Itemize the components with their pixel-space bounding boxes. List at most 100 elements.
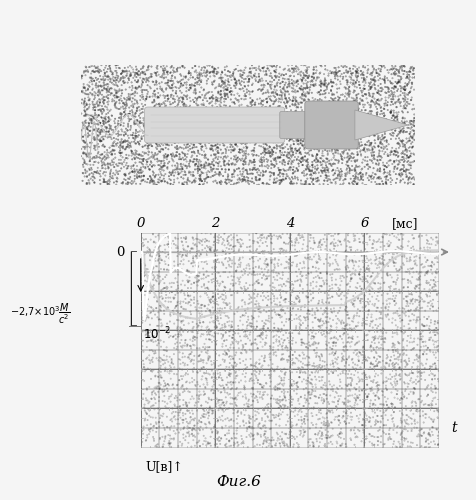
Point: [367, 149, 374, 157]
Point: [243, 332, 250, 340]
Point: [343, 330, 351, 338]
Point: [101, 96, 109, 104]
Point: [298, 378, 305, 386]
Point: [253, 277, 260, 285]
Point: [309, 442, 317, 450]
Point: [328, 124, 336, 132]
Point: [409, 334, 417, 342]
Point: [347, 133, 355, 141]
Point: [236, 274, 244, 281]
Point: [132, 180, 139, 188]
Point: [230, 146, 238, 154]
Point: [89, 112, 97, 120]
Point: [139, 348, 147, 356]
Point: [256, 380, 263, 388]
Point: [233, 238, 241, 246]
Point: [270, 86, 278, 94]
Point: [237, 81, 244, 89]
Point: [182, 369, 189, 377]
Point: [147, 140, 154, 148]
Point: [184, 353, 192, 361]
Point: [361, 435, 369, 443]
Point: [176, 356, 184, 364]
Point: [91, 106, 99, 114]
Point: [254, 410, 262, 418]
Point: [369, 363, 377, 371]
Point: [190, 116, 198, 124]
Point: [428, 431, 436, 439]
Point: [410, 122, 417, 130]
Point: [99, 132, 107, 140]
Point: [210, 362, 218, 370]
Point: [406, 278, 413, 285]
Point: [291, 100, 299, 108]
Point: [348, 106, 356, 114]
Point: [178, 98, 186, 106]
Point: [230, 172, 238, 180]
Point: [220, 320, 228, 328]
Point: [85, 120, 93, 128]
Point: [396, 376, 403, 384]
Point: [202, 135, 209, 143]
Point: [169, 306, 177, 314]
Point: [373, 406, 380, 414]
Point: [100, 80, 108, 88]
Point: [250, 280, 258, 287]
Point: [387, 87, 394, 95]
Point: [399, 62, 407, 70]
Point: [301, 124, 309, 132]
Point: [397, 117, 405, 125]
Point: [320, 78, 327, 86]
Point: [244, 423, 252, 431]
Point: [187, 280, 195, 288]
Point: [260, 357, 268, 365]
Point: [311, 340, 319, 347]
Point: [213, 180, 220, 188]
Point: [401, 358, 409, 366]
Point: [344, 396, 351, 404]
Point: [182, 170, 189, 178]
Point: [213, 232, 221, 240]
Point: [336, 332, 343, 340]
Point: [195, 122, 203, 130]
Point: [261, 424, 269, 432]
Point: [356, 396, 363, 404]
Point: [172, 122, 180, 130]
Point: [250, 116, 258, 124]
Point: [193, 108, 200, 116]
Point: [205, 408, 212, 416]
Point: [390, 378, 397, 386]
Point: [268, 411, 276, 419]
Point: [238, 116, 246, 124]
Point: [347, 413, 355, 421]
Point: [400, 102, 407, 110]
Point: [192, 96, 200, 104]
Point: [116, 121, 124, 129]
Point: [347, 178, 355, 186]
Point: [160, 386, 168, 394]
Point: [158, 110, 166, 118]
Point: [385, 424, 393, 432]
Point: [162, 328, 170, 336]
Point: [268, 443, 275, 451]
Point: [154, 368, 162, 376]
Point: [77, 134, 85, 141]
Point: [198, 64, 205, 72]
Point: [393, 87, 400, 95]
Point: [258, 179, 266, 187]
Point: [331, 166, 339, 174]
Point: [174, 412, 182, 420]
Point: [221, 149, 229, 157]
Point: [385, 124, 392, 132]
Point: [296, 139, 304, 147]
Point: [213, 96, 220, 104]
Point: [119, 120, 127, 128]
Point: [98, 164, 106, 172]
Point: [301, 72, 309, 80]
Point: [274, 248, 282, 256]
Point: [197, 76, 205, 84]
Point: [199, 101, 207, 109]
Point: [168, 136, 175, 144]
Point: [200, 123, 208, 131]
Point: [397, 74, 405, 82]
